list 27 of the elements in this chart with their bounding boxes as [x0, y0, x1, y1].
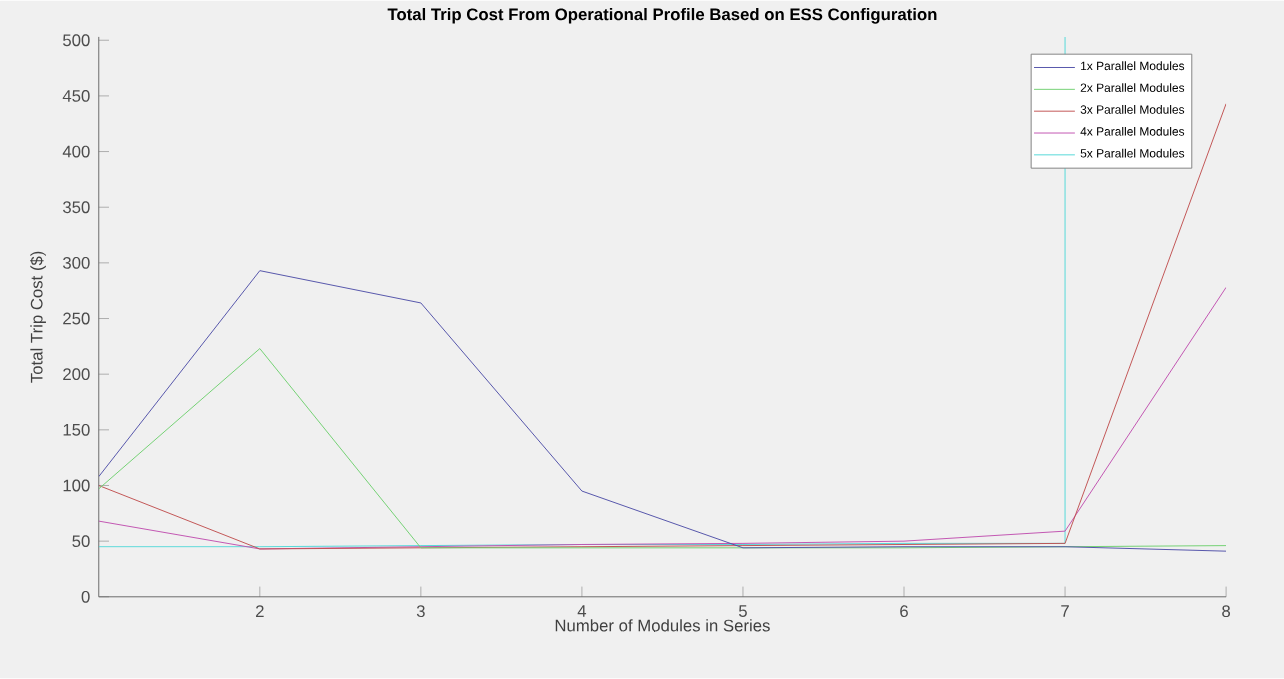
- y-tick-label: 400: [62, 145, 90, 158]
- y-tick-label: 50: [72, 535, 90, 548]
- legend-label: 2x Parallel Modules: [1080, 83, 1185, 93]
- y-tick-label: 200: [63, 368, 90, 381]
- legend-label: 4x Parallel Modules: [1080, 127, 1185, 136]
- x-tick-label: 7: [1061, 605, 1069, 618]
- x-tick-label: 6: [900, 605, 908, 618]
- x-tick-label: 3: [416, 605, 425, 618]
- legend-label: 1x Parallel Modules: [1081, 61, 1185, 71]
- x-tick-label: 4: [577, 605, 587, 618]
- chart-title: Total Trip Cost From Operational Profile Based on ESS Configuration: [387, 8, 937, 24]
- y-tick-label: 250: [63, 312, 90, 325]
- x-tick-label: 5: [738, 605, 747, 618]
- y-tick-label: 350: [63, 201, 90, 214]
- y-tick-label: 300: [63, 257, 90, 270]
- x-tick-label: 2: [255, 605, 264, 618]
- legend-label: 5x Parallel Modules: [1080, 148, 1185, 158]
- y-tick-label: 0: [81, 591, 90, 603]
- y-tick-label: 450: [62, 90, 90, 103]
- y-axis-title: Total Trip Cost ($): [30, 251, 46, 383]
- y-tick-label: 100: [63, 479, 90, 492]
- y-tick-label: 150: [63, 424, 90, 436]
- legend-label: 3x Parallel Modules: [1080, 105, 1185, 115]
- y-tick-label: 500: [63, 34, 90, 47]
- line-series: [98, 103, 1227, 550]
- x-axis-title: Number of Modules in Series: [555, 619, 770, 632]
- x-tick-label: 8: [1222, 605, 1231, 618]
